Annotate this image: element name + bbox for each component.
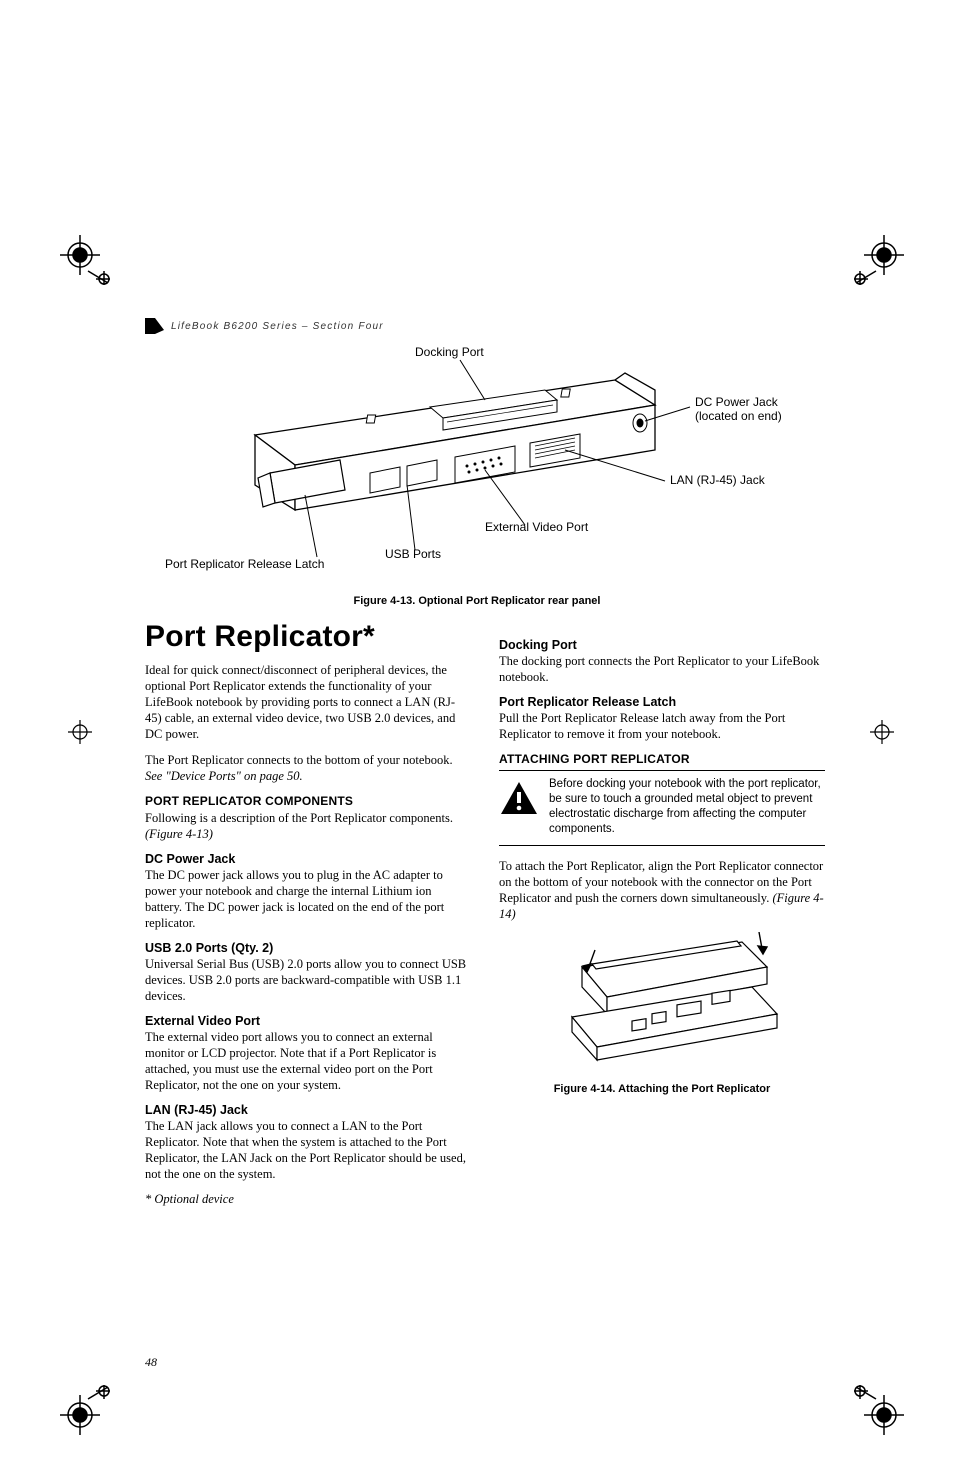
label-dc-text: DC Power Jack xyxy=(695,395,778,409)
figure-4-14-caption: Figure 4-14. Attaching the Port Replicat… xyxy=(499,1083,825,1095)
sub-lan: LAN (RJ-45) Jack xyxy=(145,1103,471,1117)
footnote-optional: * Optional device xyxy=(145,1192,471,1207)
sub-docking-port: Docking Port xyxy=(499,638,825,652)
dock-paragraph: The docking port connects the Port Repli… xyxy=(499,653,825,685)
page-title: Port Replicator* xyxy=(145,620,471,654)
intro2-text: The Port Replicator connects to the bott… xyxy=(145,753,453,767)
components-ref: (Figure 4-13) xyxy=(145,827,213,841)
usb-paragraph: Universal Serial Bus (USB) 2.0 ports all… xyxy=(145,956,471,1004)
column-left: Port Replicator* Ideal for quick connect… xyxy=(145,620,471,1207)
crop-mark-tr xyxy=(854,235,904,285)
crop-mark-tl xyxy=(60,235,110,285)
running-header: LifeBook B6200 Series – Section Four xyxy=(145,318,384,334)
page-number: 48 xyxy=(145,1355,157,1370)
caution-note: Before docking your notebook with the po… xyxy=(499,770,825,846)
label-dc-power-jack: DC Power Jack (located on end) xyxy=(695,395,782,423)
label-release-latch: Port Replicator Release Latch xyxy=(165,557,324,571)
label-dc-sub: (located on end) xyxy=(695,409,782,423)
body-columns: Port Replicator* Ideal for quick connect… xyxy=(145,620,825,1207)
dc-paragraph: The DC power jack allows you to plug in … xyxy=(145,867,471,931)
sub-dc-power: DC Power Jack xyxy=(145,852,471,866)
figure-4-13-caption: Figure 4-13. Optional Port Replicator re… xyxy=(0,595,954,607)
crop-mark-br xyxy=(854,1385,904,1435)
sub-ext-video: External Video Port xyxy=(145,1014,471,1028)
label-docking-port: Docking Port xyxy=(415,345,484,359)
side-mark-right xyxy=(870,720,894,744)
attach-paragraph: To attach the Port Replicator, align the… xyxy=(499,858,825,922)
warning-icon xyxy=(499,777,539,815)
intro-paragraph-2: The Port Replicator connects to the bott… xyxy=(145,752,471,784)
caution-text: Before docking your notebook with the po… xyxy=(549,777,825,837)
sub-usb: USB 2.0 Ports (Qty. 2) xyxy=(145,941,471,955)
label-lan-jack: LAN (RJ-45) Jack xyxy=(670,473,765,487)
ext-paragraph: The external video port allows you to co… xyxy=(145,1029,471,1093)
port-replicator-diagram: Docking Port DC Power Jack (located on e… xyxy=(185,345,825,580)
sub-release-latch: Port Replicator Release Latch xyxy=(499,695,825,709)
components-text: Following is a description of the Port R… xyxy=(145,811,453,825)
column-right: Docking Port The docking port connects t… xyxy=(499,620,825,1207)
intro2-ref: See "Device Ports" on page 50. xyxy=(145,769,303,783)
running-header-text: LifeBook B6200 Series – Section Four xyxy=(171,321,384,332)
intro-paragraph: Ideal for quick connect/disconnect of pe… xyxy=(145,662,471,742)
components-paragraph: Following is a description of the Port R… xyxy=(145,810,471,842)
crop-mark-bl xyxy=(60,1385,110,1435)
section-attaching: ATTACHING PORT REPLICATOR xyxy=(499,752,825,766)
latch-paragraph: Pull the Port Replicator Release latch a… xyxy=(499,710,825,742)
label-usb-ports: USB Ports xyxy=(385,547,441,561)
section-components: PORT REPLICATOR COMPONENTS xyxy=(145,794,471,808)
figure-4-14: Figure 4-14. Attaching the Port Replicat… xyxy=(499,932,825,1095)
side-mark-left xyxy=(68,720,92,744)
page: LifeBook B6200 Series – Section Four xyxy=(0,0,954,1475)
label-external-video: External Video Port xyxy=(485,520,588,534)
lan-paragraph: The LAN jack allows you to connect a LAN… xyxy=(145,1118,471,1182)
